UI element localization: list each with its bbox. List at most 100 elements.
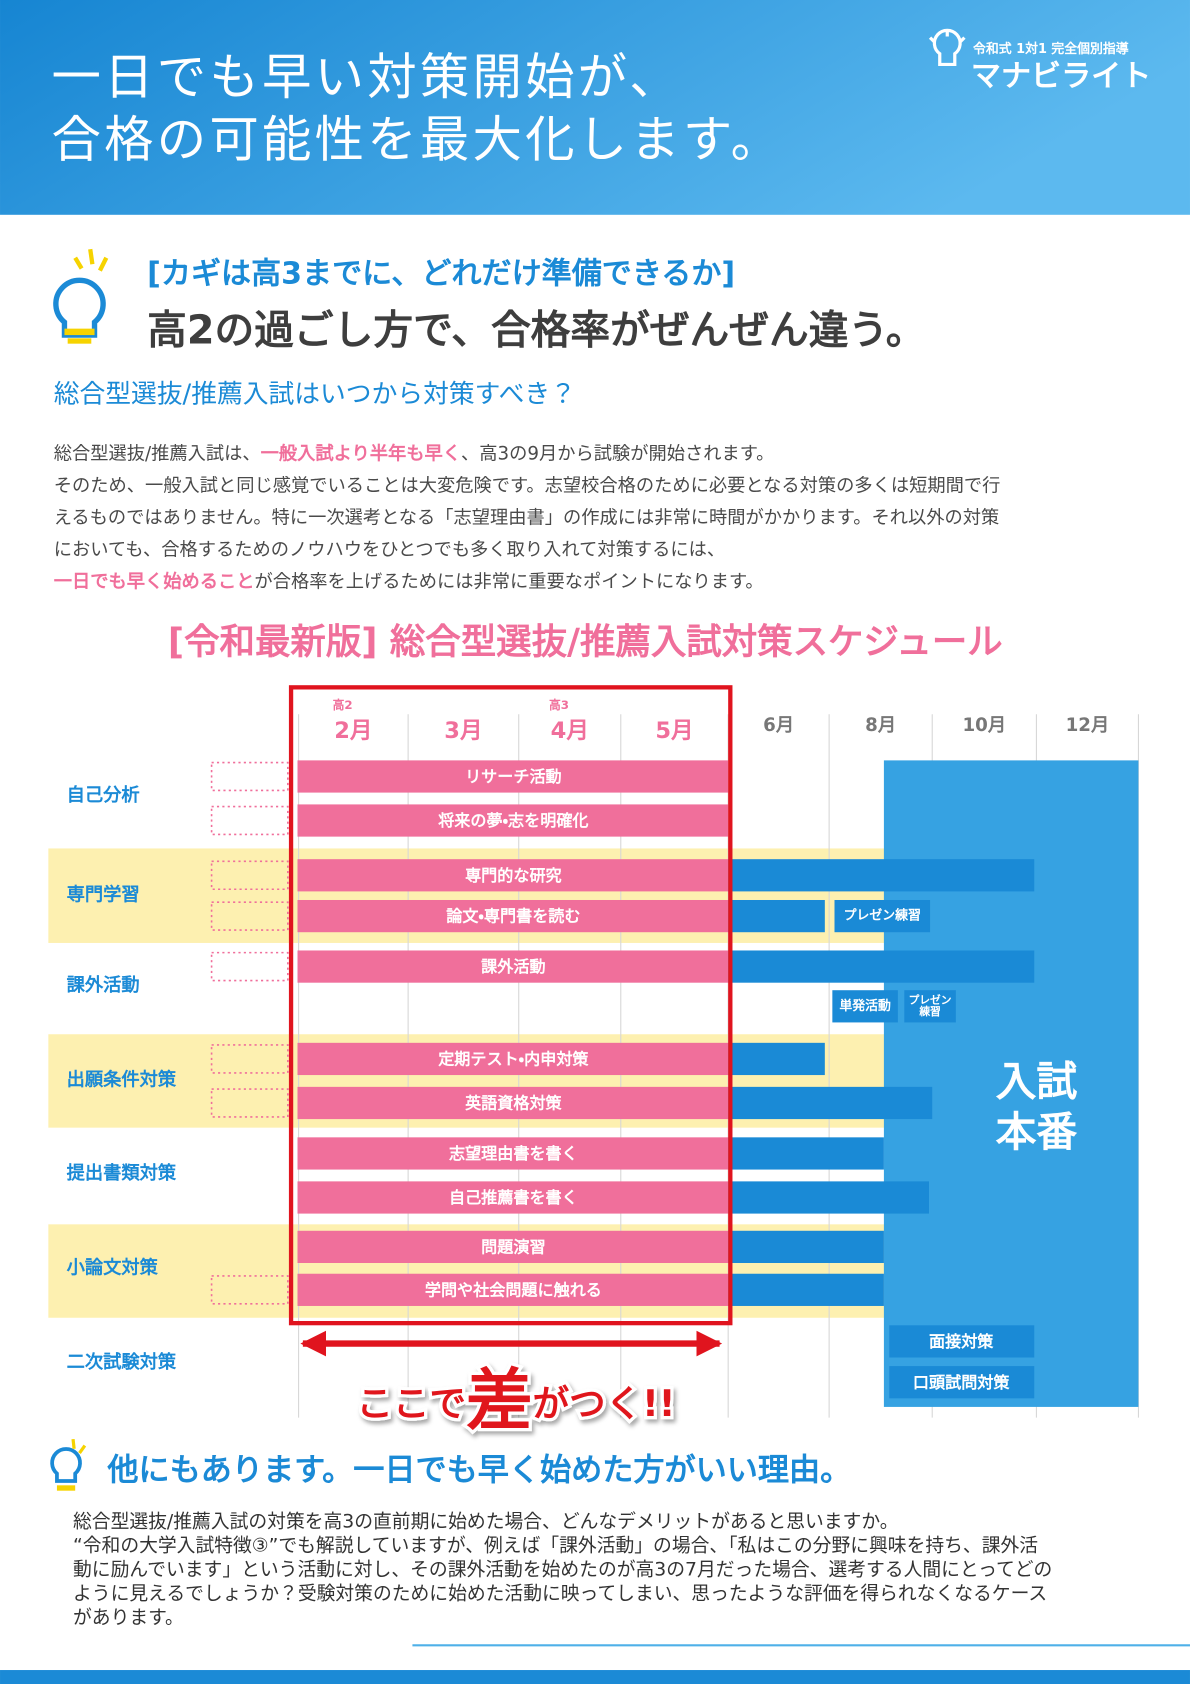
task-bar — [297, 804, 729, 837]
bracket — [210, 860, 289, 891]
task-bar-continue — [728, 950, 1035, 983]
category-label: 提出書類対策 — [67, 1162, 177, 1184]
text-run: 、高3の9月から試験が開始されます。 — [461, 443, 774, 464]
bracket — [210, 901, 289, 931]
reasons-line: があります。 — [73, 1607, 184, 1629]
intro-line: 一日でも早く始めることが合格率を上げるためには非常に重要なポイントになります。 — [54, 570, 764, 592]
task-label: リサーチ活動 — [465, 767, 562, 786]
bracket — [210, 1275, 289, 1305]
task-bar — [297, 760, 729, 793]
task-label: 自己推薦書を書く — [449, 1188, 578, 1207]
month-label: 12月 — [1066, 715, 1110, 736]
reasons-line: “令和の大学入試特徴③”でも解説していますが、例えば「課外活動」の場合、「私はこ… — [73, 1534, 1038, 1556]
intro-line: そのため、一般入試と同じ感覚でいることは大変危険です。志望校合格のために必要とな… — [54, 475, 1001, 496]
task-label: 口頭試問対策 — [913, 1373, 1010, 1392]
category-label: 課外活動 — [67, 974, 140, 996]
month-label: 5月 — [655, 718, 693, 744]
bulb-ray — [88, 248, 95, 265]
task-bar-continue — [728, 1042, 825, 1076]
reasons-heading: 他にもあります。一日でも早く始めた方がいい理由。 — [106, 1452, 851, 1488]
intro-body: 総合型選抜/推薦入試は、一般入試より半年も早く、高3の9月から試験が開始されます… — [54, 442, 1001, 592]
footer-band — [0, 1670, 1190, 1684]
task-label: 英語資格対策 — [465, 1094, 562, 1113]
bulb-base — [56, 1485, 76, 1491]
note-box — [834, 899, 931, 933]
question: 総合型選抜/推薦入試はいつから対策すべき？ — [54, 380, 576, 410]
note-label: プレゼン — [909, 993, 952, 1006]
bulb-ray — [97, 256, 109, 272]
task-bar — [297, 1230, 729, 1263]
note-label: 練習 — [918, 1005, 940, 1018]
callout-part: ここで — [357, 1381, 467, 1424]
grade-label: 高3 — [549, 698, 569, 712]
task-label: 専門的な研究 — [465, 866, 562, 885]
kicker: [カギは高3までに、どれだけ準備できるか] — [147, 256, 735, 291]
month-label: 6月 — [763, 715, 794, 736]
note-box — [904, 990, 956, 1023]
intro-line: 総合型選抜/推薦入試は、一般入試より半年も早く、高3の9月から試験が開始されます… — [54, 442, 775, 464]
text-run: そのため、一般入試と同じ感覚でいることは大変危険です。志望校合格のために必要とな… — [54, 475, 1001, 496]
task-box — [889, 1366, 1035, 1399]
note-label: プレゼン練習 — [844, 908, 921, 924]
task-bar — [297, 1086, 729, 1120]
header-band — [0, 0, 1190, 215]
emphasis: 一日でも早く始めること — [54, 570, 255, 592]
callout: ここで差がつく!! — [357, 1361, 676, 1439]
bracket — [210, 805, 289, 836]
task-label: 将来の夢・志を明確化 — [438, 811, 588, 830]
bulb-base — [64, 328, 95, 336]
task-bar-continue — [728, 859, 1035, 892]
bulb-outline — [50, 1447, 82, 1483]
task-bar-continue — [728, 1137, 884, 1170]
bulb-icon — [53, 248, 109, 344]
bulb-base — [67, 338, 92, 344]
task-label: 学問や社会問題に触れる — [425, 1280, 602, 1299]
task-label: 論文・専門書を読む — [446, 907, 580, 926]
task-label: 志望理由書を書く — [448, 1144, 578, 1163]
intro-line: においても、合格するためのノウハウをひとつでも多く取り入れて対策するには、 — [54, 539, 725, 560]
callout-part: がつく!! — [533, 1381, 676, 1424]
bracket — [210, 1044, 289, 1074]
note-label: 単発活動 — [839, 998, 891, 1014]
bracket — [210, 761, 289, 792]
focus-frame — [288, 685, 733, 1326]
text-run: においても、合格するためのノウハウをひとつでも多く取り入れて対策するには、 — [54, 539, 725, 560]
reasons-line: ように見えるでしょうか？受験対策のために始めた活動に映ってしまい、思ったような評… — [73, 1583, 1047, 1605]
logo-icon — [959, 36, 966, 44]
bulb-ray — [73, 256, 84, 270]
month-label: 10月 — [962, 715, 1006, 736]
reasons-body: 総合型選抜/推薦入試の対策を高3の直前期に始めた場合、どんなデメリットがあると思… — [73, 1510, 1052, 1628]
month-label: 8月 — [865, 715, 896, 736]
task-bar-continue — [728, 899, 825, 933]
month-label: 4月 — [551, 718, 589, 744]
schedule-title: [令和最新版] 総合型選抜/推薦入試対策スケジュール — [168, 621, 1003, 662]
logo: 令和式 1対1 完全個別指導 マナビライト — [928, 28, 1151, 94]
bulb-ray — [71, 1438, 76, 1449]
task-label: 面接対策 — [929, 1332, 994, 1351]
logo-icon — [932, 28, 962, 67]
category-label: 出願条件対策 — [67, 1068, 177, 1090]
task-bar-continue — [728, 1230, 884, 1263]
task-bar — [297, 1042, 729, 1076]
task-bar — [297, 950, 729, 983]
bracket — [210, 1088, 289, 1118]
month-label: 2月 — [334, 718, 372, 744]
bulb-ray — [78, 1444, 87, 1455]
text-run: 総合型選抜/推薦入試は、 — [54, 443, 261, 464]
intro-line: えるものではありません。特に一次選考となる「志望理由書」の作成には非常に時間がか… — [54, 507, 1000, 528]
reasons-line: 動に励んでいます」という活動に対し、その課外活動を始めたのが高3の7月だった場合… — [73, 1558, 1052, 1580]
callout-part: 差 — [466, 1361, 533, 1439]
month-label: 3月 — [444, 718, 482, 744]
category-label: 二次試験対策 — [67, 1351, 177, 1373]
logo-icon — [928, 36, 936, 44]
bracket — [210, 951, 289, 982]
headline: 高2の過ごし方で、合格率がぜんぜん違う。 — [147, 307, 925, 353]
text-run: が合格率を上げるためには非常に重要なポイントになります。 — [254, 571, 763, 592]
logo-name: マナビライト — [971, 59, 1151, 94]
category-label: 専門学習 — [67, 884, 140, 906]
exam-label: 本番 — [996, 1108, 1078, 1156]
task-bar — [297, 1181, 729, 1214]
